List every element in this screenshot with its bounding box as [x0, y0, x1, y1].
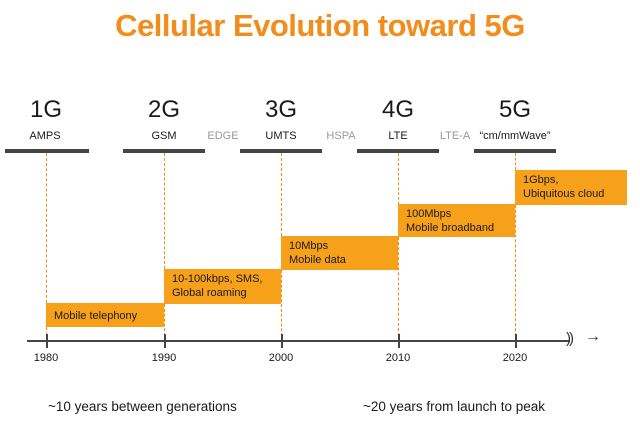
footnote-launch-to-peak: ~20 years from launch to peak [363, 399, 545, 414]
generation-bar-5g [474, 149, 556, 153]
generation-bar-1g [5, 149, 89, 153]
axis-break-symbol: )) [566, 330, 574, 347]
connector-4g-axis [398, 237, 399, 341]
technology-label-gsm: GSM [151, 130, 177, 142]
interim-technology-hspa: HSPA [326, 130, 356, 142]
capability-box-5g: 1Gbps, Ubiquitous cloud [515, 170, 627, 205]
diagram-title: Cellular Evolution toward 5G [115, 8, 525, 43]
connector-2g-axis [164, 304, 165, 341]
axis-arrow-icon: → [585, 328, 601, 345]
generation-label-4g: 4G [381, 96, 414, 123]
capability-4g-line1: 100Mbps [406, 208, 452, 220]
generation-bar-3g [240, 149, 322, 153]
generation-label-2g: 2G [147, 96, 180, 123]
connector-2g [164, 153, 165, 269]
footnote-generation-interval: ~10 years between generations [48, 399, 237, 414]
capability-5g-line1: 1Gbps, [523, 174, 559, 186]
axis-label-2020: 2020 [502, 352, 528, 364]
technology-label-lte: LTE [388, 130, 408, 142]
timeline-axis [27, 340, 570, 342]
capability-1g-line1: Mobile telephony [54, 310, 138, 322]
capability-3g-line2: Mobile data [289, 254, 346, 266]
axis-tick-2020 [515, 334, 517, 348]
connector-5g [515, 153, 516, 170]
generation-bar-4g [357, 149, 439, 153]
connector-4g [398, 153, 399, 205]
axis-tick-1990 [164, 334, 166, 348]
axis-tick-2000 [281, 334, 283, 348]
capability-box-4g: 100Mbps Mobile broadband [398, 204, 515, 237]
generation-label-1g: 1G [29, 96, 62, 123]
axis-label-1980: 1980 [33, 352, 59, 364]
technology-label-amps: AMPS [29, 130, 61, 142]
capability-box-2g: 10-100kbps, SMS, Global roaming [164, 269, 281, 304]
connector-1g [46, 153, 47, 303]
axis-label-2000: 2000 [268, 352, 294, 364]
capability-4g-line2: Mobile broadband [406, 222, 495, 234]
capability-5g-line2: Ubiquitous cloud [523, 188, 605, 200]
interim-technology-lte-a: LTE-A [439, 130, 471, 142]
axis-tick-1980 [46, 334, 48, 348]
connector-3g [281, 153, 282, 236]
generation-bar-2g [123, 149, 205, 153]
generation-label-3g: 3G [264, 96, 297, 123]
technology-label-umts: UMTS [265, 130, 297, 142]
capability-box-1g: Mobile telephony [46, 303, 164, 327]
generation-label-5g: 5G [498, 96, 531, 123]
axis-tick-2010 [398, 334, 400, 348]
capability-3g-line1: 10Mbps [289, 240, 329, 252]
connector-3g-axis [281, 270, 282, 341]
connector-5g-axis [515, 205, 516, 341]
capability-box-3g: 10Mbps Mobile data [281, 236, 398, 270]
interim-technology-edge: EDGE [207, 130, 239, 142]
axis-label-1990: 1990 [151, 352, 177, 364]
capability-2g-line2: Global roaming [172, 287, 247, 299]
capability-2g-line1: 10-100kbps, SMS, [172, 273, 263, 285]
technology-label-mmwave: “cm/mmWave” [479, 130, 551, 142]
axis-label-2010: 2010 [385, 352, 411, 364]
